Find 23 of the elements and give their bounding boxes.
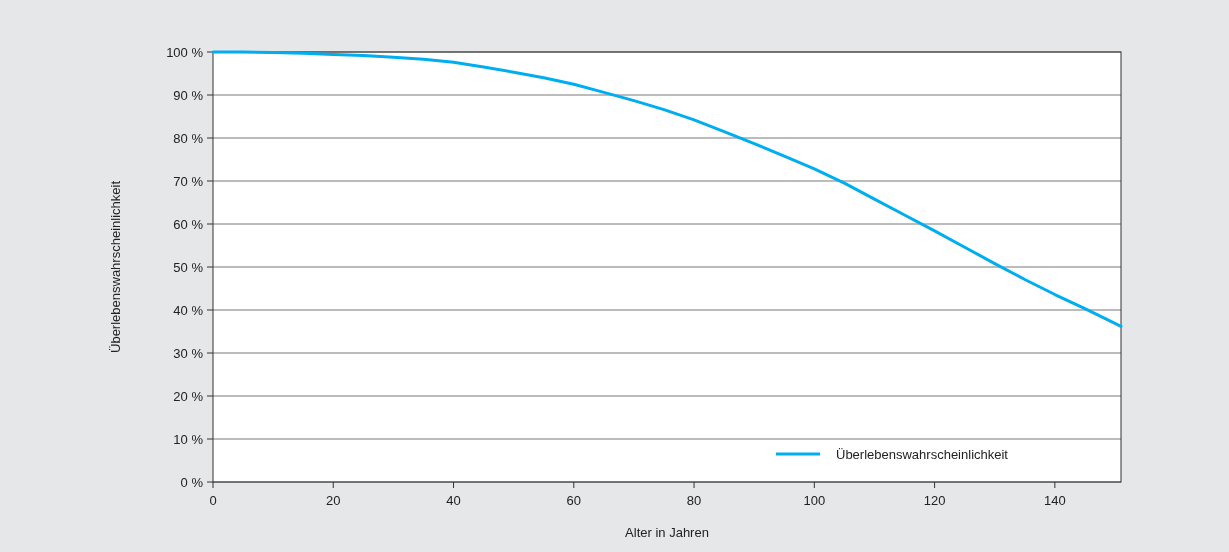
y-tick-label: 60 % [173,216,204,232]
y-tick-label: 30 % [173,345,204,361]
x-tick-label: 40 [446,493,461,508]
y-tick-label: 90 % [173,87,204,103]
y-tick-label: 20 % [173,388,204,404]
x-tick-label: 100 [803,493,826,508]
y-tick-label: 50 % [173,259,204,275]
line-series [211,50,1123,328]
y-tick-label: 0 % [180,474,204,490]
x-tick-label: 120 [923,493,946,508]
x-axis-title: Alter in Jahren [625,525,709,540]
y-tick-label: 70 % [173,173,204,189]
x-tick-label: 20 [326,493,341,508]
y-tick-label: 100 % [166,44,204,60]
x-tick-label: 140 [1044,493,1066,508]
y-tick-label: 10 % [173,431,204,447]
y-axis-title: Überlebenswahrscheinlichkeit [108,180,123,353]
x-tick-label: 0 [209,493,217,508]
legend-label: Überlebenswahrscheinlichkeit [836,446,1009,462]
x-tick-label: 60 [566,493,582,508]
y-tick-label: 80 % [173,130,204,146]
x-tick-label: 80 [686,493,702,508]
y-tick-label: 40 % [173,302,204,318]
